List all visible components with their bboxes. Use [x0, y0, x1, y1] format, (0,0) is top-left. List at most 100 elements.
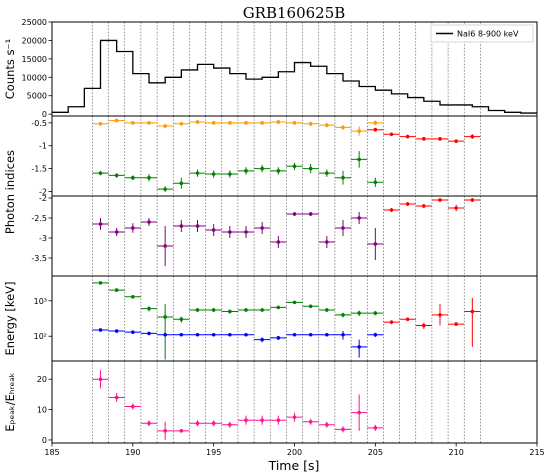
panel-3-series-1-data-point — [228, 230, 232, 234]
panel-3-y-tick-label: -3.5 — [31, 254, 47, 263]
panel-5-series-1-data-point — [147, 421, 151, 426]
panel-3-series-2-data-point — [405, 202, 410, 206]
panel-2-series-2-data-point — [422, 137, 426, 141]
panel-2-series-1-data-point — [211, 121, 216, 125]
panel-3-series-1-data-point — [308, 212, 313, 216]
panel-4-series-3-data-point — [405, 317, 410, 322]
panel-4-series-3-data-point — [422, 323, 426, 328]
panel-2-series-1-data-point — [244, 121, 248, 125]
panel-4-series-2-data-point — [276, 336, 281, 340]
panel-5-series-1-data-point — [179, 429, 184, 433]
panel-4-series-2-data-point — [163, 332, 167, 337]
panel-2-series-2-data-point — [405, 134, 410, 139]
panel-4-series-2-data-point — [260, 337, 264, 342]
panel-4-series-2-data-point — [131, 330, 135, 334]
x-axis-label: Time [s] — [268, 458, 320, 473]
panel-2-series-1-data-point — [308, 121, 313, 126]
legend-box — [430, 24, 534, 43]
panel-3-series-2-data-point — [422, 204, 426, 208]
legend-label: NaI6 8-900 keV — [457, 30, 519, 39]
panel-2-series-3-data-point — [131, 175, 135, 180]
x-tick-label: 190 — [125, 448, 140, 457]
panel-2-series-2-data-point — [470, 134, 475, 139]
panel-4-series-2-data-point — [341, 332, 345, 337]
panel-4-series-2-data-point — [228, 332, 232, 337]
panel-5-series-1-data-point — [244, 418, 248, 423]
chart-title: GRB160625B — [243, 4, 346, 22]
panel-5-y-axis-label: Eₚₑₐₖ/Eₕᵣₑₐₖ — [3, 372, 17, 431]
x-tick-label: 200 — [287, 448, 302, 457]
panel-4-series-2-data-point — [373, 332, 378, 337]
panel-3-series-1-data-point — [163, 244, 167, 248]
panel-3-series-1-data-point — [260, 226, 264, 230]
panel-3-series-1-data-point — [292, 212, 297, 216]
panel-4-series-1-data-point — [131, 294, 135, 299]
panel-4-series-1-data-point — [195, 308, 200, 312]
panel-4-series-3-data-point — [454, 322, 458, 326]
panel-5-series-1-data-point — [131, 404, 135, 409]
panel-5-y-tick-label: 0 — [42, 436, 47, 445]
panel-3-series-1-data-point — [147, 220, 151, 224]
panel-2-series-3-data-point — [308, 166, 313, 171]
panel-2-series-3-data-point — [325, 171, 329, 175]
panel-2-series-3-data-point — [228, 172, 232, 176]
panel-4-series-3-data-point — [389, 320, 394, 324]
panel-3-series-1-data-point — [179, 224, 184, 228]
panel-3-series-1-data-point — [98, 222, 103, 226]
panel-4-series-1-data-point — [244, 308, 248, 312]
panel-4-series-2-data-point — [179, 332, 184, 337]
panel-5-series-1-data-point — [163, 429, 167, 433]
panel-4-series-1-data-point — [147, 306, 151, 311]
panel-3-series-1-data-point — [276, 240, 281, 244]
panel-2-series-3-data-point — [195, 171, 200, 175]
panel-3-series-1-data-point — [195, 224, 200, 228]
panel-3-series-2-data-point — [470, 198, 475, 202]
panel-3-series-1-data-point — [341, 226, 345, 230]
panel-5-series-1-data-point — [276, 418, 281, 423]
panel-4-series-1-data-point — [276, 305, 281, 310]
panel-2-series-3-data-point — [147, 175, 151, 180]
panel-3-series-1-data-point — [114, 230, 119, 234]
panel-1-y-tick-label: 10000 — [22, 73, 47, 82]
panel-2-series-3-data-point — [260, 166, 264, 171]
panel-5-series-1-data-point — [292, 415, 297, 419]
panel-2-series-2-data-point — [389, 132, 394, 137]
panel-4-series-2-data-point — [211, 332, 216, 337]
panel-5-series-1-data-point — [308, 419, 313, 424]
panel-4-series-1-data-point — [211, 308, 216, 312]
panel-2-series-1-data-point — [147, 121, 151, 125]
panel-2-series-1-data-point — [98, 121, 103, 126]
panel-2-series-1-data-point — [276, 120, 281, 124]
panel-2-y-tick-label: -1 — [39, 142, 47, 151]
panel-1-y-tick-label: 0 — [42, 110, 47, 119]
panel-3-series-2-data-point — [389, 208, 394, 212]
panel-5-series-1-data-point — [195, 421, 200, 426]
panel-1-y-tick-label: 25000 — [22, 18, 47, 27]
panel-3-y-tick-label: -2 — [39, 194, 47, 203]
panel-2-series-3-data-point — [114, 173, 119, 178]
panel-4-series-1-data-point — [357, 311, 361, 315]
panel-4-series-2-data-point — [244, 332, 248, 337]
panel-5-series-1-data-point — [98, 377, 103, 382]
panel-2-series-1-data-point — [228, 121, 232, 125]
panel-4-series-2-data-point — [325, 332, 329, 337]
panel-4-series-1-data-point — [228, 309, 232, 314]
panel-5-y-tick-label: 10 — [37, 406, 47, 415]
panel-4-series-1-data-point — [98, 281, 103, 285]
panel-4-series-2-data-point — [308, 332, 313, 337]
x-tick-label: 195 — [206, 448, 221, 457]
panel-2-series-1-data-point — [341, 125, 345, 130]
panel-2-series-1-data-point — [260, 121, 264, 125]
panel-4-series-1-data-point — [179, 317, 184, 322]
panel-3-series-1-data-point — [131, 226, 135, 230]
panel-2-y-tick-label: -0.5 — [31, 119, 47, 128]
panel-2-series-2-data-point — [438, 137, 442, 141]
panel-2-series-1-data-point — [179, 121, 184, 126]
panel-3-y-tick-label: -3 — [39, 234, 47, 243]
panel-3-series-1-data-point — [244, 230, 248, 234]
panel-4-series-2-data-point — [147, 331, 151, 336]
x-tick-label: 215 — [529, 448, 544, 457]
panel-2-series-1-data-point — [114, 118, 119, 123]
panel-4-series-2-data-point — [114, 329, 119, 333]
